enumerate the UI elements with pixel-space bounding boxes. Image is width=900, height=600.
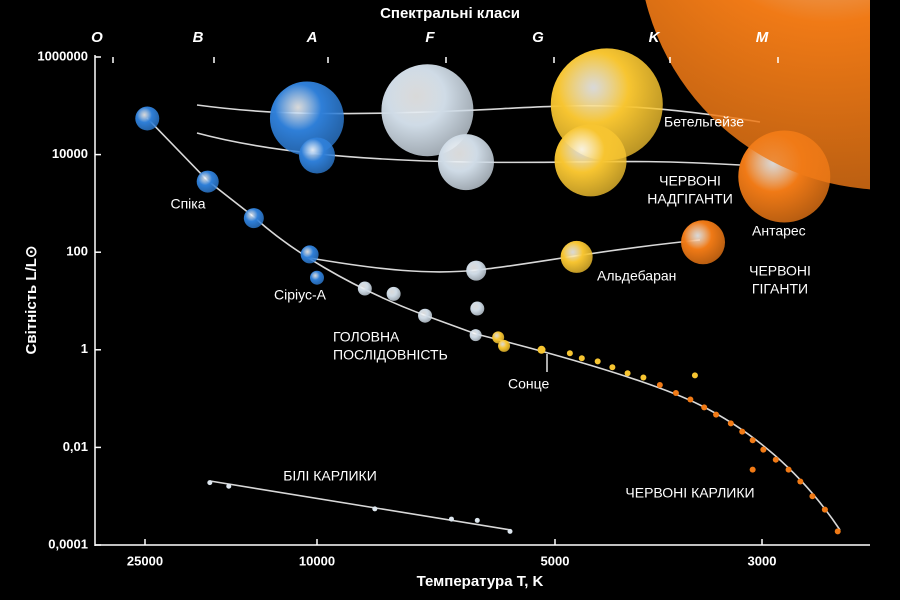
star [645,0,870,190]
annotation: ЧЕРВОНІ КАРЛИКИ [625,485,754,501]
annotation: Спіка [170,196,205,212]
annotation: ГІГАНТИ [752,281,808,297]
star [381,64,474,157]
star [537,345,546,354]
star [566,350,573,357]
annotation: БІЛІ КАРЛИКИ [283,468,377,484]
star [269,81,344,156]
star [772,456,779,463]
star [474,517,480,523]
annotation: ЧЕРВОНІ [659,173,721,189]
x-axis-label: Температура T, K [417,573,544,590]
y-tick-label: 1 [81,341,88,356]
annotation: Сіріус-А [274,287,327,303]
star [243,208,264,229]
star [578,355,585,362]
star [418,308,433,323]
star [372,506,378,512]
star [226,483,232,489]
star [300,245,319,264]
star [207,480,213,486]
y-tick-label: 1000000 [37,48,88,63]
star [507,528,513,534]
spectral-class: O [91,29,103,46]
star [691,372,698,379]
star [492,331,505,344]
star [609,364,616,371]
y-tick-label: 0,0001 [48,536,88,551]
star [821,506,828,513]
spectral-class: K [649,29,661,46]
star [469,329,482,342]
star [749,466,756,473]
y-tick-label: 0,01 [63,439,88,454]
star [656,381,663,388]
star [594,358,601,365]
star [135,106,160,131]
x-tick-label: 25000 [127,553,163,568]
annotation: ЧЕРВОНІ [749,263,811,279]
annotation: Сонце [508,376,549,392]
star [448,516,454,522]
y-tick-label: 10000 [52,146,88,161]
white-dwarf-track [209,480,512,531]
star [386,286,401,301]
x-tick-label: 10000 [299,553,335,568]
star [727,420,734,427]
y-tick-label: 100 [66,244,88,259]
star [701,404,708,411]
star [785,466,792,473]
annotation: ПОСЛІДОВНІСТЬ [333,347,448,363]
star [470,301,485,316]
star [640,374,647,381]
chart-title: Спектральні класи [380,5,520,22]
spectral-class: M [756,29,769,46]
star [713,411,720,418]
star [624,370,631,377]
star [437,134,494,191]
x-tick-label: 3000 [748,553,777,568]
star [687,396,694,403]
spectral-class: B [193,29,204,46]
annotation: Бетельгейзе [664,114,744,130]
spectral-class: A [306,29,318,46]
star [560,240,593,273]
star [834,528,841,535]
star [760,446,767,453]
star [466,260,487,281]
star [797,478,804,485]
star [809,493,816,500]
annotation: НАДГІГАНТИ [647,191,733,207]
star [196,170,219,193]
annotation: ГОЛОВНА [333,329,400,345]
star [310,270,324,285]
star [681,220,726,265]
stars [135,0,870,535]
star [672,390,679,397]
tracks [146,104,841,531]
star [739,428,746,435]
star [357,281,372,296]
x-tick-label: 5000 [541,553,570,568]
annotation: Альдебаран [597,268,676,284]
spectral-class: F [425,29,435,46]
spectral-class: G [532,29,544,46]
y-axis-label: Світність L/L⊙ [23,246,40,355]
star [749,437,756,444]
star [498,339,511,352]
annotation: Антарес [752,223,806,239]
main-sequence-track [146,117,841,531]
star [299,137,335,174]
star [554,124,627,197]
